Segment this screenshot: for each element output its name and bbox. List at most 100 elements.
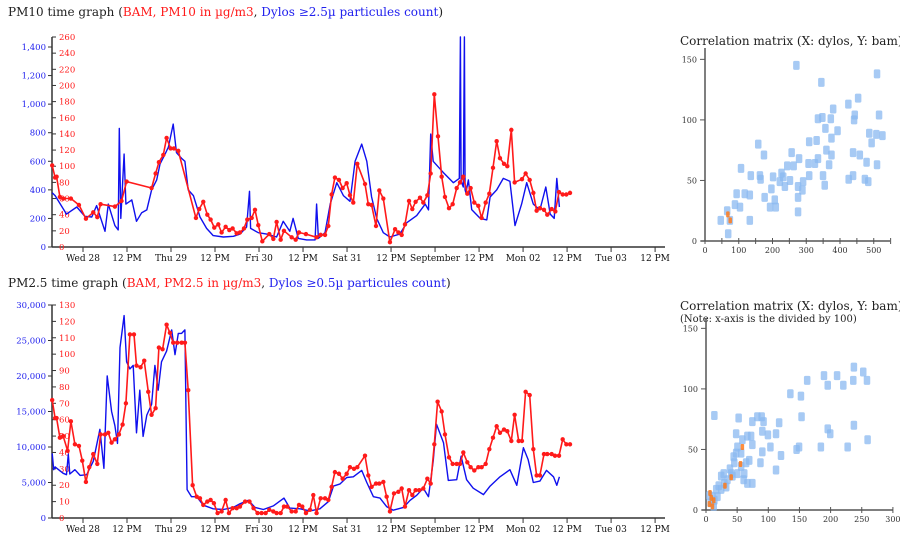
y-right-tick-label: 100: [59, 350, 75, 360]
y-right-tick-label: 140: [59, 130, 75, 140]
bam-data-point: [421, 486, 426, 491]
scatter-point: [828, 150, 835, 160]
bam-data-point: [205, 212, 210, 217]
bam-data-point: [138, 365, 143, 370]
bam-data-point: [432, 92, 437, 97]
bam-data-point: [417, 195, 423, 200]
bam-data-point: [72, 442, 78, 447]
y-left-tick-label: 25,000: [16, 337, 46, 347]
bam-data-point: [80, 458, 85, 463]
bam-data-point: [373, 223, 379, 229]
bam-data-point: [127, 332, 133, 337]
pm10-correlation-scatter: 0 50 100 150 0 100 200 300 400 500: [682, 48, 892, 255]
y-left-tick-label: 10,000: [16, 443, 46, 453]
bam-data-point: [549, 206, 554, 212]
bam-data-point: [344, 180, 349, 186]
bam-data-point: [351, 200, 356, 205]
bam-data-point: [219, 230, 224, 235]
bam-data-point: [314, 510, 319, 516]
bam-data-point: [476, 203, 481, 209]
y-right-tick-label: 100: [59, 162, 75, 172]
bam-data-point: [396, 230, 401, 235]
scatter-point: [866, 128, 873, 138]
bam-data-point: [347, 193, 353, 198]
y-right-tick-label: 80: [59, 178, 70, 188]
bam-data-point: [255, 510, 260, 516]
bam-data-point: [545, 451, 550, 457]
bam-data-point: [182, 340, 188, 345]
scatter-point: [720, 469, 727, 479]
x-tick-label: Wed 28: [66, 254, 100, 264]
bam-data-point: [461, 450, 466, 455]
bam-data-point: [98, 201, 103, 207]
scatter-point: [850, 420, 858, 430]
bam-data-point: [314, 235, 319, 240]
scatter-point: [873, 69, 881, 79]
bam-data-point: [190, 483, 195, 488]
bam-data-point: [205, 499, 210, 504]
y-tick-label: 100: [683, 385, 698, 394]
bam-data-point: [381, 479, 386, 485]
bam-data-point: [326, 497, 331, 503]
bam-data-point: [355, 161, 360, 167]
bam-data-point: [425, 476, 430, 481]
bam-data-point: [531, 446, 536, 452]
scatter-point: [873, 129, 880, 139]
y-right-tick-label: 90: [59, 367, 70, 377]
scatter-point: [741, 189, 748, 199]
scatter-point: [764, 430, 772, 440]
bam-data-point: [402, 222, 408, 227]
bam-data-point: [223, 497, 228, 503]
bam-data-point: [230, 505, 235, 511]
bam-data-point: [259, 510, 264, 516]
bam-data-point: [153, 171, 158, 176]
bam-data-point: [274, 219, 279, 225]
scatter-point: [717, 215, 725, 225]
bam-data-point: [336, 471, 342, 476]
pm10-time-chart: 02004006008001,0001,2001,400020406080100…: [22, 33, 670, 264]
bam-data-point: [318, 496, 323, 501]
bam-data-point: [446, 206, 452, 211]
title-separator: ,: [261, 276, 269, 290]
title-suffix: ): [445, 276, 451, 290]
bam-data-point: [406, 198, 412, 204]
scatter-point: [730, 452, 737, 462]
bam-data-point: [54, 415, 59, 421]
bam-data-point: [377, 481, 382, 486]
bam-data-point: [215, 510, 220, 516]
scatter-point: [865, 177, 872, 187]
bam-data-point: [494, 138, 499, 144]
bam-data-point: [153, 406, 158, 411]
scatter-point: [772, 465, 780, 475]
x-tick-label: 250: [854, 515, 869, 524]
x-tick-label: 12 PM: [288, 525, 318, 535]
bam-data-point: [54, 174, 59, 179]
bam-data-point: [454, 461, 459, 467]
bam-data-point: [564, 192, 569, 197]
scatter-point: [821, 180, 828, 190]
scatter-point: [856, 150, 864, 160]
scatter-point-dense: [723, 482, 727, 489]
scatter-point: [737, 163, 745, 173]
title-suffix: ): [438, 5, 443, 19]
x-tick-label: Tue 03: [595, 525, 627, 535]
y-left-tick-label: 0: [41, 514, 46, 524]
bam-data-point: [281, 504, 287, 509]
bam-data-point: [556, 189, 562, 195]
y-right-tick-label: 240: [59, 49, 75, 59]
bam-data-point: [468, 185, 473, 191]
scatter-point: [726, 464, 734, 474]
scatter-point: [749, 417, 756, 427]
bam-data-point: [465, 460, 470, 465]
bam-data-point: [497, 155, 503, 161]
y-left-tick-label: 5,000: [22, 479, 46, 489]
pm25-chart-title: PM2.5 time graph (BAM, PM2.5 in µg/m3, D…: [8, 276, 451, 290]
y-left-tick-label: 400: [30, 186, 46, 196]
scatter-point: [794, 207, 802, 217]
bam-data-point: [439, 409, 444, 414]
bam-data-point: [527, 177, 532, 183]
bam-data-point: [457, 180, 463, 185]
bam-data-point: [134, 363, 139, 368]
scatter-point: [793, 60, 800, 70]
scatter-point: [749, 478, 756, 488]
